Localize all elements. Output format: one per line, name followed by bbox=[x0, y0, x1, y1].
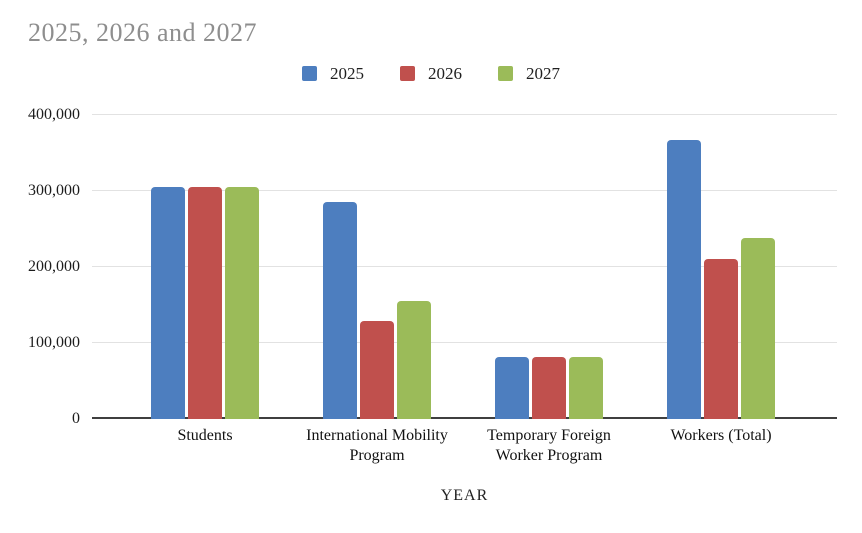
gridline bbox=[92, 114, 837, 115]
legend-item-2025[interactable]: 2025 bbox=[302, 65, 364, 82]
category-label-wrap: Temporary Foreign Worker Program bbox=[463, 426, 635, 466]
legend-swatch-2027 bbox=[498, 65, 513, 81]
bar-2027-category-1[interactable] bbox=[225, 186, 259, 419]
category-label: International Mobility Program bbox=[306, 427, 448, 464]
category-slot bbox=[635, 115, 807, 419]
gridline bbox=[92, 266, 837, 267]
category-slot bbox=[119, 115, 291, 419]
legend-label: 2026 bbox=[428, 63, 462, 83]
bar-2025-category-1[interactable] bbox=[151, 186, 185, 419]
bar-2026-category-2[interactable] bbox=[360, 321, 394, 419]
category-slot bbox=[291, 115, 463, 419]
legend-swatch-2025 bbox=[302, 65, 317, 81]
y-tick-label: 200,000 bbox=[28, 258, 80, 275]
legend-swatch-2026 bbox=[400, 65, 415, 81]
bar-2025-category-4[interactable] bbox=[667, 139, 701, 419]
bar-group-3 bbox=[494, 115, 605, 419]
bar-2027-category-3[interactable] bbox=[569, 356, 603, 419]
plot-area bbox=[92, 114, 837, 419]
legend-item-2027[interactable]: 2027 bbox=[498, 65, 560, 82]
legend-label: 2027 bbox=[526, 63, 560, 83]
bar-2026-category-4[interactable] bbox=[704, 258, 738, 419]
gridline bbox=[92, 342, 837, 343]
category-label-wrap: Students bbox=[119, 426, 291, 466]
chart-title: 2025, 2026 and 2027 bbox=[28, 18, 258, 47]
category-label-wrap: Workers (Total) bbox=[635, 426, 807, 466]
category-label: Temporary Foreign Worker Program bbox=[487, 427, 611, 464]
bar-2026-category-3[interactable] bbox=[532, 356, 566, 419]
bar-2027-category-2[interactable] bbox=[397, 300, 431, 419]
legend: 2025 2026 2027 bbox=[0, 62, 862, 84]
legend-item-2026[interactable]: 2026 bbox=[400, 65, 462, 82]
y-tick-label: 400,000 bbox=[28, 106, 80, 123]
bar-2025-category-2[interactable] bbox=[323, 201, 357, 419]
bar-2025-category-3[interactable] bbox=[495, 356, 529, 419]
category-slot bbox=[463, 115, 635, 419]
x-axis-title: YEAR bbox=[440, 487, 489, 504]
gridline bbox=[92, 190, 837, 191]
category-label-wrap: International Mobility Program bbox=[291, 426, 463, 466]
x-axis-line bbox=[92, 417, 837, 419]
y-tick-label: 100,000 bbox=[28, 334, 80, 351]
bar-group-4 bbox=[666, 115, 777, 419]
bar-2026-category-1[interactable] bbox=[188, 186, 222, 419]
y-tick-label: 300,000 bbox=[28, 182, 80, 199]
bar-2027-category-4[interactable] bbox=[741, 238, 775, 419]
category-label: Workers (Total) bbox=[670, 427, 772, 444]
y-axis-labels: 0 100,000 200,000 300,000 400,000 bbox=[0, 107, 80, 427]
category-label: Students bbox=[177, 427, 233, 444]
x-axis-labels: Students International Mobility Program Te… bbox=[92, 426, 837, 466]
legend-label: 2025 bbox=[330, 63, 364, 83]
bar-groups bbox=[92, 115, 837, 419]
bar-group-2 bbox=[322, 115, 433, 419]
bar-group-1 bbox=[150, 115, 261, 419]
y-tick-label: 0 bbox=[72, 410, 80, 427]
